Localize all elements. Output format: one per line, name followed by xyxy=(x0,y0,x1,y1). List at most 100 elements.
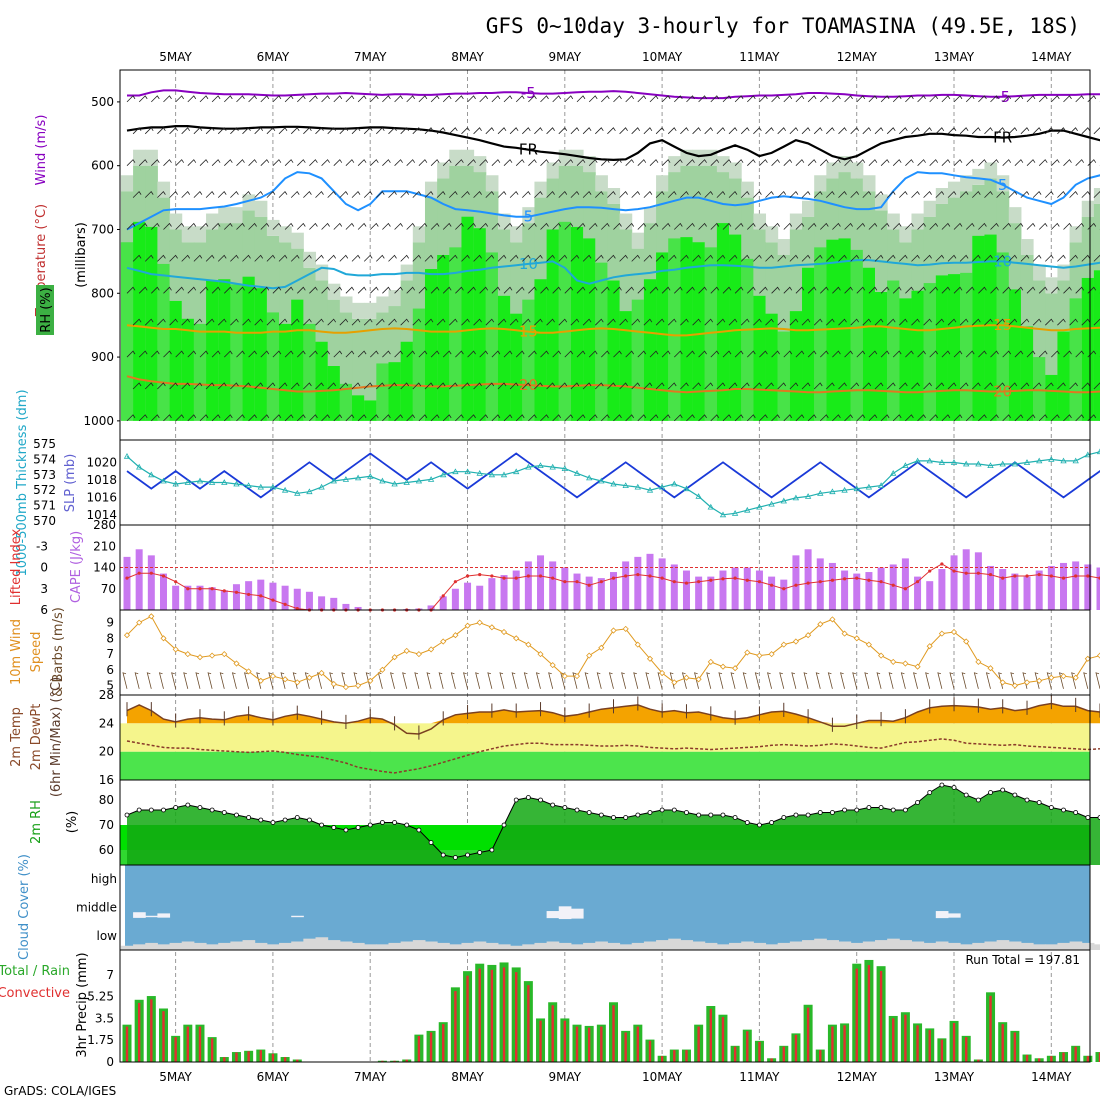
wind-barb xyxy=(528,222,537,230)
rh-95-column xyxy=(607,280,621,421)
wind-barb xyxy=(297,222,306,230)
rh-70-column xyxy=(437,162,450,179)
precip-convective-bar xyxy=(1013,1032,1017,1062)
wind-barb xyxy=(582,190,592,198)
wind-barb xyxy=(996,318,1005,326)
wind-barb xyxy=(710,159,720,166)
wind-barb xyxy=(880,286,890,294)
rh-95-column xyxy=(218,279,231,421)
wind-barb xyxy=(205,254,215,262)
li-point xyxy=(514,576,518,580)
thickness-point xyxy=(634,483,641,490)
wind-barb xyxy=(844,159,853,166)
wind-barb xyxy=(1081,127,1091,135)
wind-barb xyxy=(351,127,361,135)
wind-barb xyxy=(856,286,866,294)
thickness-point xyxy=(488,471,496,478)
wind-barb xyxy=(522,190,531,198)
wind-barb xyxy=(339,127,349,135)
rh-95-column xyxy=(534,279,548,421)
wind-barb xyxy=(242,127,251,135)
wind-speed-point xyxy=(586,652,593,659)
wind-barb xyxy=(972,318,981,326)
cape-bar xyxy=(610,572,617,610)
wind-barb xyxy=(783,159,793,166)
surface-wind-barb xyxy=(511,672,517,689)
low-cloud-gap xyxy=(461,942,475,950)
wind-barb xyxy=(838,127,847,135)
li-tick-label: -3 xyxy=(36,539,48,553)
wind-barb xyxy=(716,254,726,262)
cape-bar xyxy=(926,581,934,610)
wind-barb xyxy=(765,190,774,198)
thickness-point xyxy=(233,480,240,487)
cape-bar xyxy=(172,585,180,610)
wind-barb xyxy=(722,414,732,422)
wind-barb xyxy=(874,318,884,326)
wind-barb xyxy=(570,190,580,198)
precip-convective-bar xyxy=(904,1014,907,1062)
wind-speed-point xyxy=(160,635,167,642)
wind-barb xyxy=(765,127,774,135)
wind-barb xyxy=(686,286,695,294)
precip-convective-bar xyxy=(624,1032,627,1062)
wind-barb xyxy=(680,382,689,390)
thickness-point xyxy=(391,480,398,487)
wind-barb xyxy=(978,350,987,358)
low-cloud-gap xyxy=(935,941,949,950)
cape-bar xyxy=(670,564,678,610)
wind-barb xyxy=(175,350,185,358)
wind-speed-point xyxy=(172,646,179,653)
wind-barb xyxy=(1014,95,1024,103)
cape-bar xyxy=(828,562,836,610)
rh-95-column xyxy=(352,395,365,421)
wind-barb xyxy=(290,254,300,262)
surface-wind-barb xyxy=(876,672,882,689)
rh-95-column xyxy=(412,308,426,421)
surface-wind-barb xyxy=(1034,672,1040,689)
wind-barb xyxy=(1014,159,1024,166)
rh-70-column xyxy=(133,149,146,166)
rh-point xyxy=(124,812,130,818)
wind-barb xyxy=(595,382,604,390)
wind-barb xyxy=(801,190,811,198)
low-cloud-gap xyxy=(984,941,998,950)
rh-70-column xyxy=(510,226,523,243)
wind-speed-point xyxy=(598,644,605,651)
li-point xyxy=(1025,574,1029,578)
wind-barb xyxy=(941,286,951,294)
rh-point xyxy=(732,815,738,820)
li-tick-label: 0 xyxy=(40,561,48,575)
wind-barb xyxy=(783,286,793,294)
precip-convective-bar xyxy=(1001,1024,1004,1062)
wind-barb xyxy=(339,254,349,262)
rh-point xyxy=(1085,815,1091,820)
wind-barb xyxy=(1069,127,1078,135)
wind-barb xyxy=(996,190,1005,198)
contour-label: FR xyxy=(993,129,1012,147)
wind-barb xyxy=(747,95,756,103)
wind-barb xyxy=(412,254,422,262)
rh-70-column xyxy=(1008,207,1022,224)
precip-convective-bar xyxy=(527,985,530,1062)
cape-bar xyxy=(305,591,313,610)
thickness-point xyxy=(914,457,921,464)
wind-barb xyxy=(388,127,397,135)
surface-wind-barb xyxy=(341,672,347,689)
wind-barb xyxy=(497,254,507,262)
wind-barb xyxy=(151,95,160,103)
wind-barb xyxy=(595,127,604,135)
rh-70-column xyxy=(631,232,645,249)
wind-barb xyxy=(430,95,440,103)
rh-70-column xyxy=(741,181,754,198)
cape-tick-label: 140 xyxy=(93,561,116,575)
wind-barb xyxy=(856,222,866,230)
wind-barb xyxy=(771,95,780,103)
wind-barb xyxy=(959,190,969,198)
surface-wind-barb xyxy=(1010,672,1016,689)
wind-barb xyxy=(1038,95,1048,103)
wind-barb xyxy=(418,95,428,103)
temp-band-below-20 xyxy=(120,751,1090,780)
wind-barb xyxy=(400,318,410,326)
wind-barb xyxy=(467,414,476,422)
